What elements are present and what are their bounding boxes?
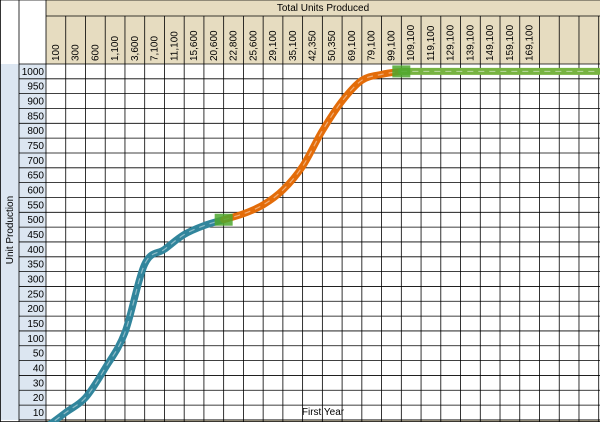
- y-tick-label: 300: [27, 275, 44, 286]
- top-tick-label: 79,100: [367, 30, 378, 61]
- top-header-band: [46, 0, 600, 64]
- bottom-header-band: [46, 419, 600, 422]
- y-tick-label: 500: [27, 215, 44, 226]
- top-tick-label: 15,600: [189, 30, 200, 61]
- top-tick-label: 129,100: [446, 24, 457, 61]
- y-tick-label: 550: [27, 200, 44, 211]
- top-tick-label: 3,600: [130, 36, 141, 61]
- y-tick-label: 900: [27, 97, 44, 108]
- top-tick-label: 35,100: [288, 30, 299, 61]
- y-tick-label: 850: [27, 111, 44, 122]
- top-tick-label: 29,100: [268, 30, 279, 61]
- top-tick-label: 50,350: [327, 30, 338, 61]
- y-tick-label: 150: [27, 319, 44, 330]
- y-tick-label: 30: [33, 378, 45, 389]
- top-tick-label: 99,100: [386, 30, 397, 61]
- segment-joint-2: [392, 65, 411, 78]
- y-tick-label: 1000: [22, 67, 45, 78]
- top-tick-label: 1,100: [110, 36, 121, 61]
- top-tick-label: 300: [71, 44, 82, 61]
- y-tick-label: 600: [27, 186, 44, 197]
- y-tick-label: 400: [27, 245, 44, 256]
- top-tick-label: 7,100: [150, 36, 161, 61]
- top-tick-label: 119,100: [426, 25, 437, 61]
- top-tick-label: 600: [90, 44, 101, 61]
- y-tick-label: 650: [27, 171, 44, 182]
- curve-segment-1: [42, 216, 228, 427]
- left-title-band: [0, 64, 19, 420]
- y-tick-label: 350: [27, 260, 44, 271]
- y-tick-label: 950: [27, 82, 44, 93]
- y-tick-label: 200: [27, 304, 44, 315]
- top-tick-label: 22,800: [229, 30, 240, 61]
- top-tick-label: 159,100: [505, 24, 516, 61]
- top-tick-label: 69,100: [347, 30, 358, 61]
- curve-highlight-2: [223, 70, 402, 221]
- top-tick-label: 20,600: [209, 30, 220, 61]
- top-tick-label: 42,350: [307, 30, 318, 61]
- top-tick-label: 100: [51, 44, 62, 61]
- y-tick-label: 100: [27, 334, 44, 345]
- y-tick-label: 50: [33, 349, 45, 360]
- top-tick-label: 109,100: [406, 24, 417, 61]
- top-tick-label: 139,100: [465, 24, 476, 61]
- top-tick-label: 11,100: [169, 31, 180, 61]
- curve-segment-2: [220, 67, 405, 224]
- y-tick-label: 10: [33, 408, 45, 419]
- y-tick-label: 800: [27, 126, 44, 137]
- top-tick-label: 149,100: [485, 24, 496, 61]
- y-tick-label: 450: [27, 230, 44, 241]
- y-tick-label: 250: [27, 289, 44, 300]
- unit-production-title: Unit Production: [5, 195, 16, 265]
- segment-joint-1: [214, 213, 233, 226]
- curve-highlight-1: [45, 219, 224, 427]
- y-tick-label: 40: [33, 364, 45, 375]
- y-tick-label: 20: [33, 393, 45, 404]
- y-tick-label: 750: [27, 141, 44, 152]
- top-tick-label: 169,100: [525, 24, 536, 61]
- total-units-produced-title: Total Units Produced: [276, 3, 370, 14]
- top-tick-label: 25,600: [248, 30, 259, 61]
- y-tick-label: 700: [27, 156, 44, 167]
- first-year-title: First Year: [301, 407, 345, 418]
